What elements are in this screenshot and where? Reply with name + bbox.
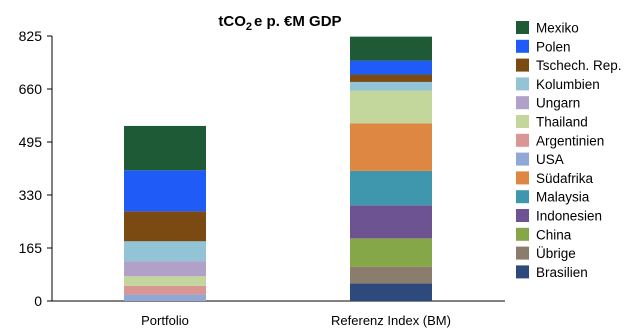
legend-swatch	[516, 246, 529, 260]
bar-segment-polen	[124, 170, 206, 212]
legend-swatch	[516, 58, 529, 72]
bar-segment-südafrika	[350, 123, 432, 171]
y-tick-label: 0	[34, 293, 42, 309]
chart-title-part-2: e p. €M GDP	[254, 13, 342, 30]
bar-segment-thailand	[124, 276, 206, 286]
bar-segment-tschech-rep-	[124, 211, 206, 242]
legend-label: Argentinien	[536, 133, 604, 148]
legend-swatch	[516, 77, 529, 91]
bar-segment-übrige	[350, 266, 432, 284]
bar-segment-indonesien	[350, 205, 432, 239]
y-tick-label: 825	[19, 28, 43, 44]
legend-label: Thailand	[536, 115, 588, 130]
legend-label: Südafrika	[536, 171, 594, 186]
legend-swatch	[516, 227, 529, 241]
legend-swatch	[516, 115, 529, 128]
bar-segment-brasilien	[350, 283, 432, 301]
legend-swatch	[516, 209, 529, 222]
legend-label: Ungarn	[536, 96, 580, 111]
y-tick-label: 330	[19, 187, 43, 203]
legend-label: Indonesien	[536, 209, 602, 224]
legend-swatch	[516, 190, 529, 204]
legend-label: USA	[536, 152, 564, 167]
legend-swatch	[516, 152, 529, 166]
legend: Mexiko Polen Tschech. Rep. Kolumbien Ungarn T…	[516, 21, 622, 280]
bar-segment-tschech-rep-	[350, 74, 432, 82]
axes: 0 165 330 495 660 825	[19, 28, 505, 309]
legend-swatch	[516, 39, 529, 53]
bar-segment-kolumbien	[124, 241, 206, 262]
bar-segment-argentinien	[124, 285, 206, 295]
y-tick-label: 165	[19, 240, 43, 256]
bar-segment-ungarn	[124, 261, 206, 277]
legend-swatch	[516, 96, 529, 110]
legend-label: China	[536, 227, 572, 242]
x-category-label: Portfolio	[141, 313, 189, 328]
chart-title-part-1: tCO	[218, 13, 246, 30]
y-tick-label: 660	[19, 81, 43, 97]
legend-swatch	[516, 265, 529, 279]
bar-segment-mexiko	[350, 36, 432, 61]
bar-segment-thailand	[350, 90, 432, 124]
legend-label: Übrige	[536, 246, 576, 261]
bar-segment-usa	[124, 294, 206, 301]
y-tick-label: 495	[19, 134, 43, 150]
chart-title: tCO2 e p. €M GDP	[218, 13, 341, 33]
legend-label: Malaysia	[536, 190, 590, 205]
chart-title-subscript: 2	[246, 21, 252, 33]
legend-label: Brasilien	[536, 265, 588, 280]
legend-label: Tschech. Rep.	[536, 58, 622, 73]
legend-label: Polen	[536, 39, 571, 54]
bar-segment-mexiko	[124, 125, 206, 171]
bar-segment-china	[350, 238, 432, 267]
bars: Portfolio Referenz Index (BM)	[124, 36, 451, 328]
bar-segment-malaysia	[350, 170, 432, 206]
legend-swatch	[516, 171, 529, 185]
bar-segment-kolumbien	[350, 81, 432, 91]
x-category-label: Referenz Index (BM)	[331, 313, 451, 328]
legend-swatch	[516, 133, 529, 147]
legend-swatch	[516, 21, 529, 34]
bar-segment-polen	[350, 60, 432, 75]
legend-label: Mexiko	[536, 21, 579, 36]
legend-label: Kolumbien	[536, 77, 600, 92]
